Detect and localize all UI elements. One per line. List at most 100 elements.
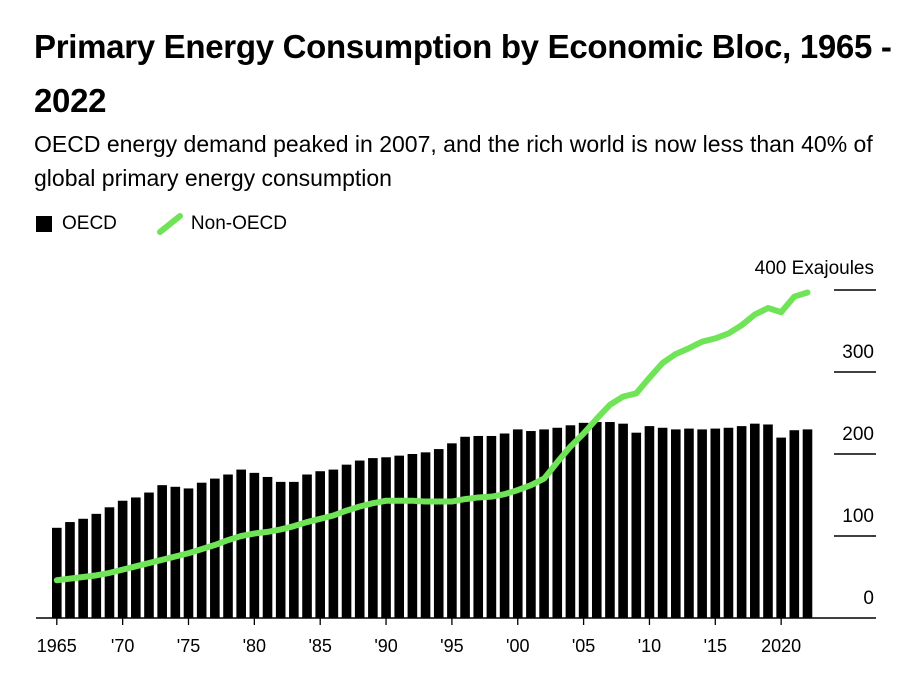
non-oecd-point-1995 [449, 499, 454, 504]
oecd-bar-2000 [512, 429, 523, 618]
x-tick-label-1985: '85 [308, 636, 331, 656]
oecd-bar-2011 [657, 427, 668, 618]
non-oecd-point-1998 [489, 494, 494, 499]
non-oecd-point-2019 [765, 306, 770, 311]
non-oecd-point-1975 [186, 551, 191, 556]
non-oecd-point-2009 [634, 391, 639, 396]
oecd-bar-1978 [223, 474, 233, 618]
non-oecd-point-1973 [160, 557, 165, 562]
oecd-bar-1984 [302, 474, 312, 618]
legend-label-oecd: OECD [62, 213, 117, 234]
chart-title: Primary Energy Consumption by Economic B… [34, 28, 892, 119]
oecd-bar-1981 [262, 476, 273, 618]
non-oecd-point-1966 [67, 576, 72, 581]
oecd-bar-1997 [473, 435, 484, 618]
legend-swatch-non-oecd [156, 213, 183, 235]
x-tick-label-2010: '10 [638, 636, 661, 656]
non-oecd-point-2000 [515, 488, 520, 493]
oecd-bar-1989 [368, 458, 378, 618]
non-oecd-point-2020 [779, 310, 784, 315]
non-oecd-point-2013 [686, 346, 691, 351]
oecd-bar-1996 [460, 436, 470, 618]
non-oecd-point-1981 [265, 529, 270, 534]
oecd-bar-1973 [157, 485, 167, 618]
oecd-bar-2017 [736, 426, 747, 618]
oecd-bar-1971 [131, 497, 141, 618]
non-oecd-point-1965 [54, 578, 59, 583]
oecd-bar-2014 [697, 429, 707, 618]
oecd-bar-1970 [117, 500, 128, 618]
non-oecd-point-2015 [713, 336, 718, 341]
legend: OECD Non-OECD [36, 210, 327, 238]
non-oecd-point-2014 [700, 339, 705, 344]
oecd-bar-1974 [170, 486, 181, 618]
oecd-bar-2016 [723, 427, 734, 618]
oecd-bar-2001 [526, 431, 536, 618]
x-tick-label-1980: '80 [243, 636, 266, 656]
x-tick-label-2000: '00 [506, 636, 529, 656]
non-oecd-point-1989 [370, 501, 375, 506]
non-oecd-point-2010 [647, 375, 652, 380]
non-oecd-point-2008 [621, 394, 626, 399]
non-oecd-point-1994 [436, 499, 441, 504]
oecd-bar-1994 [433, 449, 444, 618]
chart-subtitle: OECD energy demand peaked in 2007, and t… [34, 131, 873, 191]
oecd-bar-2004 [565, 425, 576, 618]
non-oecd-point-1984 [305, 520, 310, 525]
x-tick-label-1970: '70 [111, 636, 134, 656]
non-oecd-point-2001 [528, 483, 533, 488]
oecd-bar-1986 [328, 469, 339, 618]
oecd-bar-2010 [644, 426, 655, 618]
y-tick-label-200: 200 [842, 424, 874, 445]
oecd-bar-1999 [499, 433, 510, 618]
non-oecd-point-2017 [739, 323, 744, 328]
legend-swatch-oecd [36, 216, 52, 232]
non-oecd-point-1985 [318, 516, 323, 521]
oecd-bar-2002 [539, 429, 549, 618]
non-oecd-point-2007 [607, 402, 612, 407]
oecd-bar-1998 [486, 435, 497, 618]
x-tick-label-2005: '05 [572, 636, 595, 656]
oecd-bar-2008 [618, 423, 628, 618]
non-oecd-point-1970 [120, 567, 125, 572]
non-oecd-point-1997 [476, 495, 481, 500]
non-oecd-point-1976 [199, 547, 204, 552]
non-oecd-point-1983 [291, 524, 296, 529]
oecd-bar-2005 [578, 422, 589, 618]
non-oecd-point-2021 [792, 294, 797, 299]
oecd-bar-2003 [552, 427, 563, 618]
non-oecd-point-1996 [463, 497, 468, 502]
legend-item-oecd: OECD [36, 213, 117, 235]
non-oecd-point-1990 [384, 498, 389, 503]
x-tick-label-2015: '15 [704, 636, 727, 656]
non-oecd-point-2011 [660, 360, 665, 365]
non-oecd-point-1972 [146, 561, 151, 566]
oecd-bar-2015 [710, 428, 721, 618]
non-oecd-point-2002 [542, 476, 547, 481]
oecd-bar-1992 [407, 454, 418, 618]
oecd-bar-1980 [249, 472, 260, 618]
oecd-bar-1987 [341, 464, 352, 618]
non-oecd-point-1991 [397, 498, 402, 503]
non-oecd-point-1999 [502, 492, 507, 497]
non-oecd-point-2022 [805, 290, 810, 295]
x-tick-label-1965: 1965 [37, 636, 77, 656]
non-oecd-point-1980 [252, 531, 257, 536]
oecd-bar-1988 [354, 460, 365, 618]
non-oecd-point-1993 [423, 499, 428, 504]
non-oecd-point-1977 [212, 543, 217, 548]
oecd-bar-1968 [91, 513, 102, 618]
non-oecd-point-1969 [107, 570, 112, 575]
non-oecd-point-2006 [594, 416, 599, 421]
y-tick-label-100: 100 [842, 506, 874, 527]
non-oecd-point-1988 [357, 504, 362, 509]
y-tick-label-0: 0 [863, 588, 874, 609]
oecd-bar-1972 [144, 492, 154, 618]
non-oecd-point-1979 [239, 534, 244, 539]
oecd-bar-1969 [104, 507, 115, 618]
x-tick-label-1995: '95 [440, 636, 463, 656]
non-oecd-point-2003 [555, 460, 560, 465]
y-tick-label-300: 300 [842, 342, 874, 363]
non-oecd-line [53, 289, 811, 584]
non-oecd-point-1974 [173, 554, 178, 559]
